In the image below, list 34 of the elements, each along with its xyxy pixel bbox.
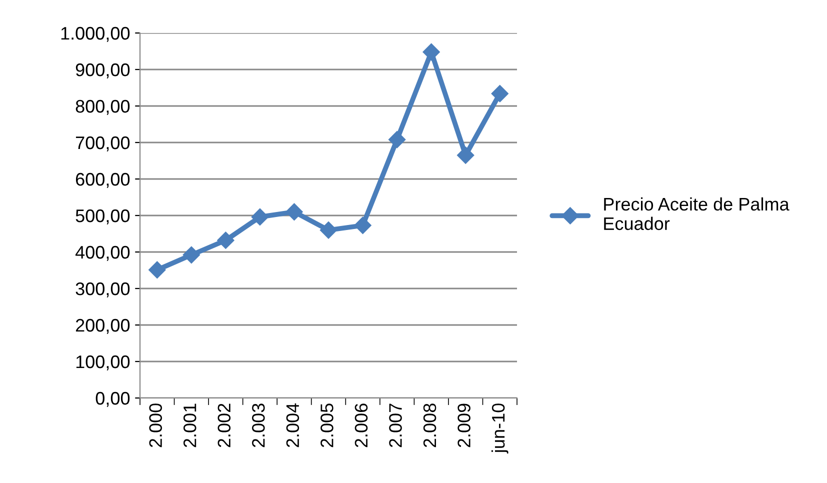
x-tick-label: 2.000 (149, 404, 162, 448)
y-tick-label: 800,00 (76, 100, 130, 115)
y-tick-label: 900,00 (76, 63, 130, 78)
point (320, 222, 338, 239)
y-tick-label: 700,00 (76, 136, 130, 152)
y-tick-label: 500,00 (76, 209, 130, 224)
x-tick-label: 2.004 (286, 403, 300, 448)
y-tick-label: 0,00 (96, 392, 130, 407)
point (182, 246, 200, 264)
x-tick-label: 2.001 (183, 404, 196, 448)
point (388, 131, 406, 148)
x-tick-label: 2.007 (389, 404, 402, 448)
point (354, 216, 372, 234)
y-tick-label: 400,00 (75, 246, 130, 261)
x-tick-label: 2.009 (458, 404, 470, 448)
x-tick-label: 2.008 (423, 404, 436, 448)
legend-label: Precio Aceite de Palma Ecuador (604, 197, 790, 230)
x-tick-label: 2.003 (252, 404, 265, 448)
y-tick-label: 600,00 (76, 172, 130, 188)
point (286, 203, 303, 220)
point (217, 232, 234, 249)
x-tick-label: 2.006 (354, 404, 368, 448)
point (422, 43, 440, 61)
x-tick-label: 2.005 (320, 404, 334, 448)
point (491, 85, 508, 102)
point (251, 208, 269, 226)
y-tick-label: 200,00 (76, 318, 130, 334)
y-tick-label: 300,00 (76, 282, 130, 298)
y-tick-label: 1.000,00 (61, 26, 130, 42)
point (457, 146, 474, 164)
x-tick-label: jun-10 (491, 404, 508, 454)
x-tick-label: 2.002 (218, 404, 231, 448)
y-tick-label: 100,00 (76, 355, 130, 370)
point (148, 261, 166, 278)
